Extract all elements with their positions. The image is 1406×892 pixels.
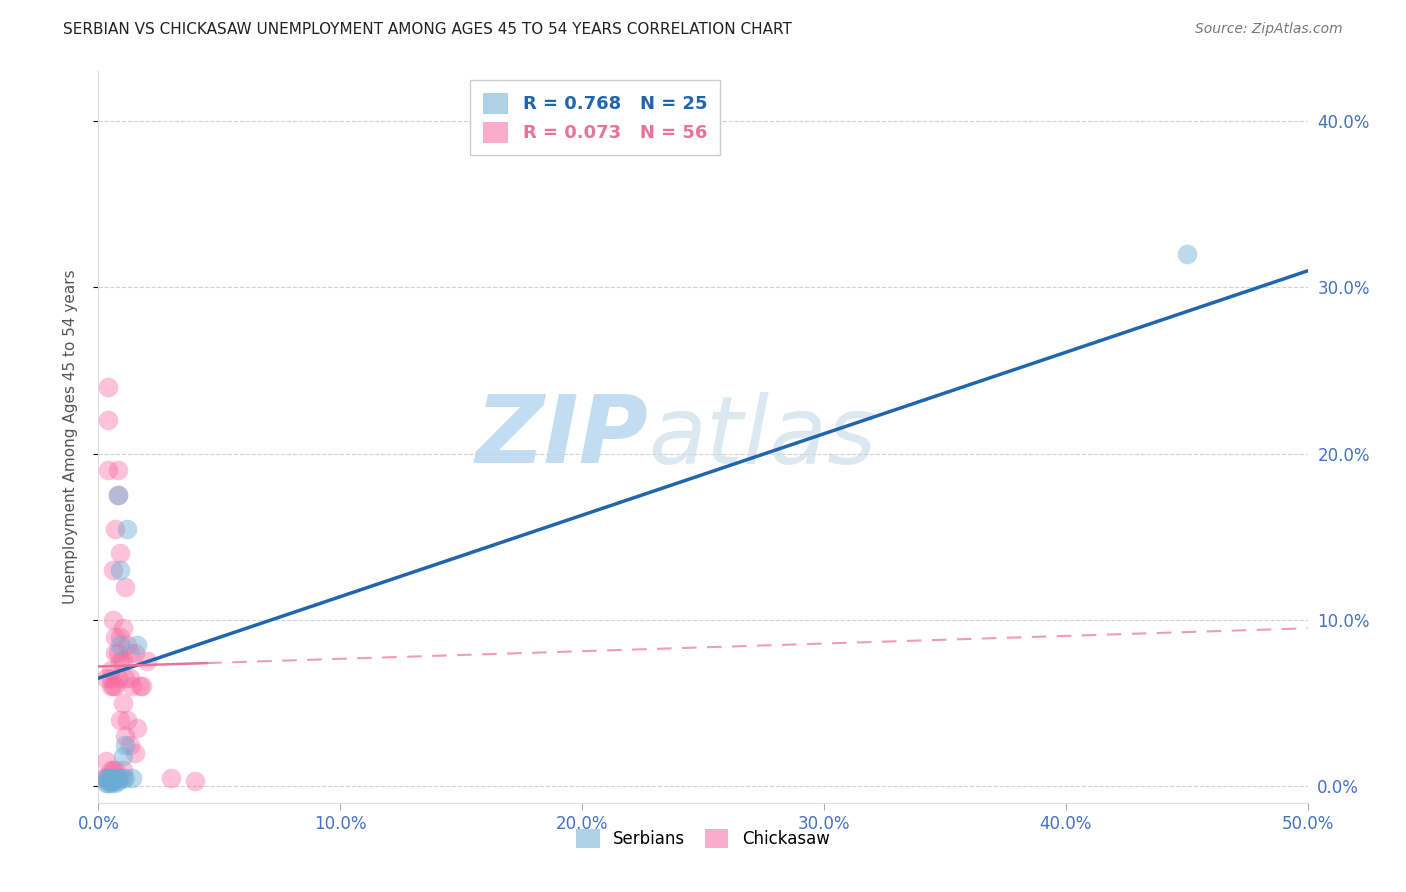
Point — [104, 776, 127, 790]
Point — [1175, 247, 1198, 261]
Point — [97, 771, 120, 785]
Point — [108, 630, 131, 644]
Point — [101, 563, 124, 577]
Point — [114, 738, 136, 752]
Point — [94, 776, 117, 790]
Point — [108, 771, 131, 785]
Point — [100, 776, 122, 790]
Point — [111, 696, 134, 710]
Point — [114, 671, 136, 685]
Point — [100, 671, 122, 685]
Point — [107, 463, 129, 477]
Text: SERBIAN VS CHICKASAW UNEMPLOYMENT AMONG AGES 45 TO 54 YEARS CORRELATION CHART: SERBIAN VS CHICKASAW UNEMPLOYMENT AMONG … — [63, 22, 792, 37]
Point — [94, 754, 117, 768]
Point — [111, 621, 134, 635]
Point — [97, 776, 120, 790]
Point — [111, 763, 134, 777]
Text: atlas: atlas — [648, 392, 877, 483]
Point — [104, 771, 127, 785]
Point — [107, 488, 129, 502]
Point — [108, 563, 131, 577]
Point — [124, 646, 146, 660]
Text: ZIP: ZIP — [475, 391, 648, 483]
Point — [117, 638, 139, 652]
Point — [107, 771, 129, 785]
Point — [107, 488, 129, 502]
Point — [97, 413, 120, 427]
Point — [131, 680, 153, 694]
Point — [94, 771, 117, 785]
Point — [100, 763, 122, 777]
Point — [114, 580, 136, 594]
Point — [108, 713, 131, 727]
Point — [101, 763, 124, 777]
Point — [124, 746, 146, 760]
Point — [97, 463, 120, 477]
Point — [100, 774, 122, 789]
Point — [97, 380, 120, 394]
Point — [100, 774, 122, 789]
Point — [100, 663, 122, 677]
Point — [107, 771, 129, 785]
Point — [117, 521, 139, 535]
Point — [94, 771, 117, 785]
Point — [107, 671, 129, 685]
Point — [100, 771, 122, 785]
Point — [107, 774, 129, 789]
Point — [135, 655, 157, 669]
Point — [114, 771, 136, 785]
Point — [108, 655, 131, 669]
Point — [108, 638, 131, 652]
Y-axis label: Unemployment Among Ages 45 to 54 years: Unemployment Among Ages 45 to 54 years — [63, 269, 77, 605]
Point — [118, 671, 141, 685]
Point — [100, 771, 122, 785]
Point — [104, 521, 127, 535]
Point — [101, 774, 124, 789]
Point — [111, 771, 134, 785]
Point — [118, 646, 141, 660]
Point — [111, 749, 134, 764]
Point — [104, 630, 127, 644]
Point — [91, 771, 114, 785]
Text: Source: ZipAtlas.com: Source: ZipAtlas.com — [1195, 22, 1343, 37]
Point — [101, 680, 124, 694]
Point — [101, 774, 124, 789]
Point — [117, 713, 139, 727]
Point — [104, 771, 127, 785]
Point — [101, 613, 124, 627]
Point — [97, 774, 120, 789]
Point — [107, 646, 129, 660]
Legend: Serbians, Chickasaw: Serbians, Chickasaw — [568, 821, 838, 856]
Point — [114, 729, 136, 743]
Point — [104, 646, 127, 660]
Point — [127, 721, 149, 735]
Point — [127, 638, 149, 652]
Point — [121, 680, 143, 694]
Point — [100, 680, 122, 694]
Point — [104, 763, 127, 777]
Point — [121, 771, 143, 785]
Point — [111, 655, 134, 669]
Point — [160, 771, 183, 785]
Point — [104, 680, 127, 694]
Point — [101, 771, 124, 785]
Point — [97, 771, 120, 785]
Point — [108, 546, 131, 560]
Point — [128, 680, 150, 694]
Point — [94, 671, 117, 685]
Point — [118, 738, 141, 752]
Point — [184, 774, 207, 789]
